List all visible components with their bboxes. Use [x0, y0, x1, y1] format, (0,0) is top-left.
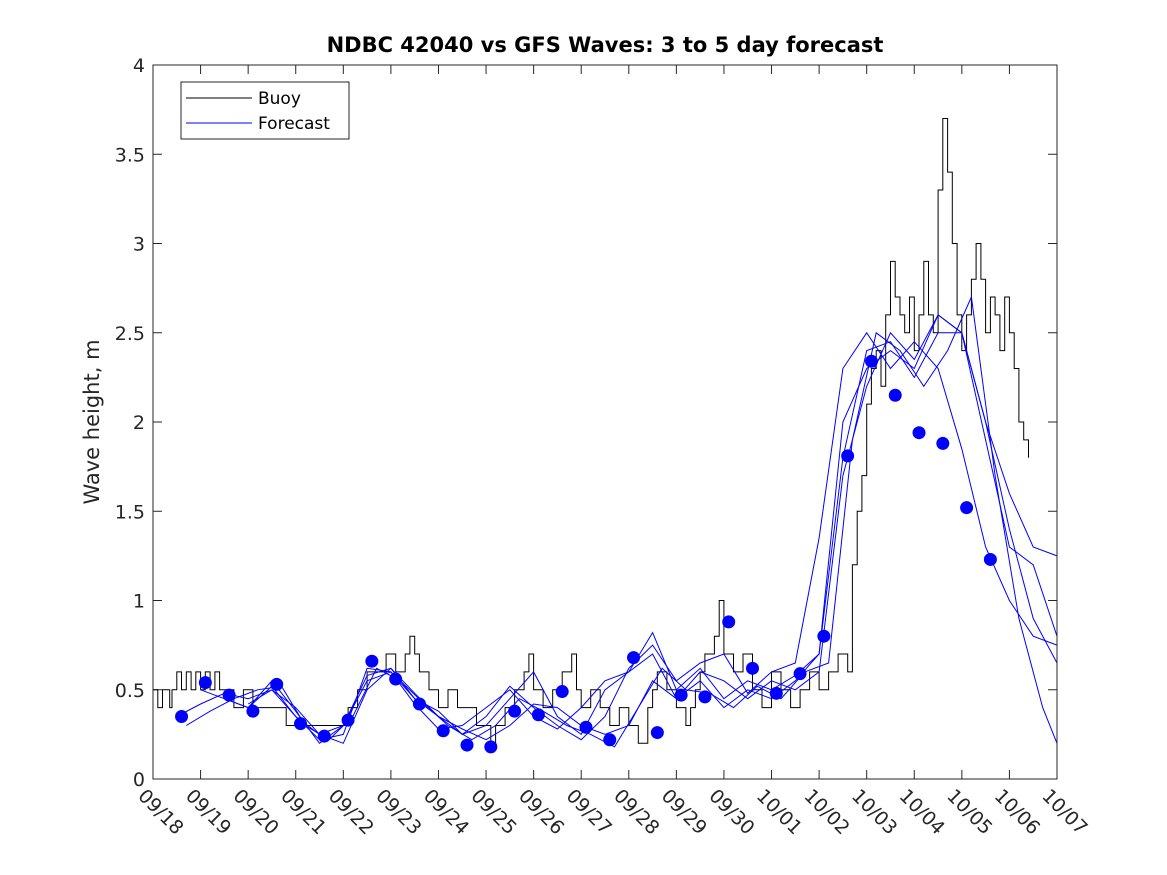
forecast-line — [200, 331, 1058, 745]
forecast-marker — [722, 615, 736, 629]
forecast-markers — [175, 354, 997, 754]
y-tick-label: 1.5 — [115, 501, 145, 523]
forecast-marker — [317, 729, 331, 743]
legend-forecast-label: Forecast — [258, 114, 330, 134]
legend: Buoy Forecast — [180, 81, 350, 140]
y-tick-label: 3 — [133, 234, 145, 256]
forecast-marker — [841, 449, 855, 463]
forecast-marker — [864, 354, 878, 368]
forecast-marker — [293, 717, 307, 731]
forecast-marker — [555, 685, 569, 699]
forecast-marker — [936, 436, 950, 450]
forecast-line — [247, 314, 1058, 744]
legend-box — [180, 81, 350, 140]
forecast-marker — [460, 738, 474, 752]
forecast-line — [186, 295, 1058, 748]
forecast-marker — [650, 726, 664, 740]
forecast-marker — [246, 704, 260, 718]
forecast-marker — [531, 708, 545, 722]
y-tick-label: 3.5 — [115, 144, 145, 166]
chart-title: NDBC 42040 vs GFS Waves: 3 to 5 day fore… — [327, 33, 884, 57]
forecast-marker — [508, 704, 522, 718]
forecast-marker — [365, 654, 379, 668]
forecast-marker — [888, 388, 902, 402]
forecast-marker — [960, 501, 974, 515]
forecast-marker — [627, 651, 641, 665]
forecast-marker — [270, 677, 284, 691]
forecast-marker — [983, 552, 997, 566]
forecast-marker — [674, 688, 688, 702]
y-tick-label: 2.5 — [115, 323, 145, 345]
forecast-marker — [389, 672, 403, 686]
legend-buoy-label: Buoy — [258, 89, 301, 109]
series-lines — [153, 118, 1058, 748]
forecast-marker — [412, 697, 426, 711]
y-tick-label: 0 — [133, 769, 145, 791]
forecast-marker — [175, 710, 189, 724]
y-tick-label: 1 — [133, 591, 145, 613]
forecast-marker — [793, 667, 807, 681]
forecast-marker — [817, 629, 831, 643]
forecast-line — [224, 332, 1058, 741]
forecast-marker — [579, 720, 593, 734]
forecast-marker — [912, 426, 926, 440]
forecast-marker — [745, 661, 759, 675]
forecast-marker — [341, 713, 355, 727]
forecast-marker — [484, 740, 498, 754]
forecast-marker — [436, 724, 450, 738]
y-tick-label: 4 — [133, 55, 145, 77]
plot-area — [153, 65, 1057, 779]
y-tick-label: 0.5 — [115, 680, 145, 702]
forecast-marker — [603, 733, 617, 747]
y-axis-label: Wave height, m — [80, 339, 104, 504]
forecast-marker — [698, 690, 712, 704]
forecast-marker — [769, 686, 783, 700]
forecast-marker — [198, 676, 212, 690]
forecast-marker — [222, 688, 236, 702]
plot-frame — [152, 64, 1058, 780]
y-tick-label: 2 — [133, 412, 145, 434]
